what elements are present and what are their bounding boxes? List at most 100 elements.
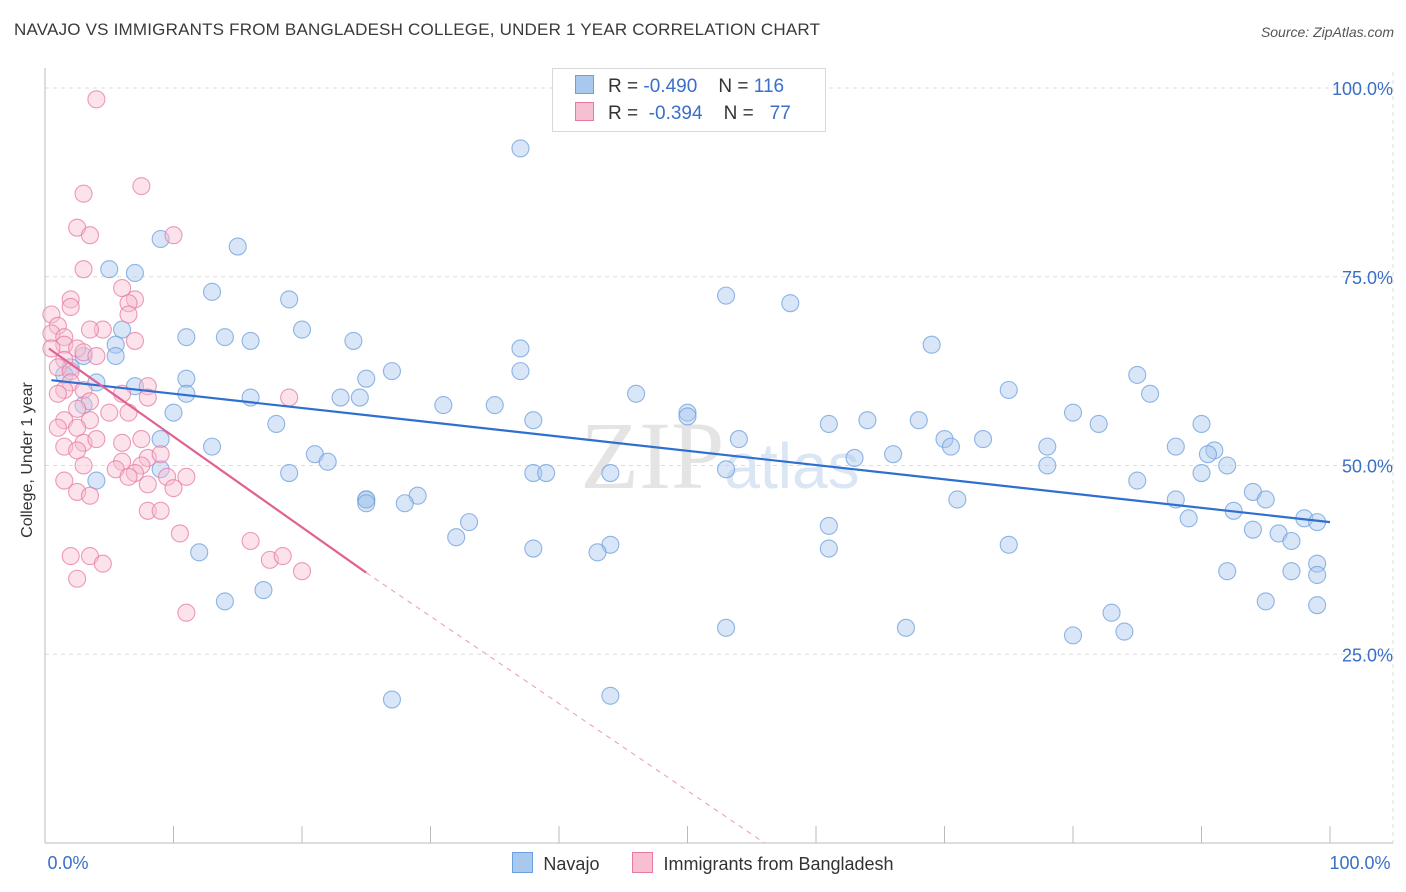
bangladesh-point [158,467,177,486]
bangladesh-point [48,418,67,437]
bangladesh-point [280,388,299,407]
bangladesh-point [138,501,157,520]
bangladesh-point [138,475,157,494]
navajo-point [125,263,144,283]
bangladesh-point [68,441,87,460]
navajo-point [292,320,312,339]
bangladesh-point [113,452,132,471]
bangladesh-point [138,388,157,407]
navajo-point [678,407,697,426]
axes [44,68,1393,844]
navajo-point [203,437,222,456]
r-value-navajo: -0.490 [643,76,698,97]
navajo-point [215,592,234,611]
bangladesh-point [87,90,106,109]
legend-row-bangladesh: R = -0.394 N = 77 [575,102,791,126]
navajo-point [1063,403,1083,422]
bangladesh-point [119,403,138,422]
bangladesh-point [119,305,138,324]
bangladesh-point [48,316,67,335]
navajo-point [1141,384,1160,403]
navajo-point [164,403,183,422]
n-value-bangladesh: 77 [769,103,791,124]
navajo-point [357,490,376,509]
navajo-point [1198,445,1217,464]
navajo-point [678,403,697,422]
bangladesh-point [61,297,80,317]
navajo-point [896,618,916,637]
navajo-point [151,430,170,449]
bangladesh-point [132,177,151,196]
bangladesh-point [68,399,87,418]
bangladesh-point [80,486,100,505]
x-tick-label: 100.0% [1329,853,1390,873]
tick-labels: 25.0% 50.0% 75.0% 100.0% 0.0% 100.0% [47,79,1393,873]
bangladesh-point [177,603,196,622]
bangladesh-point [151,445,170,464]
r-value-bangladesh: -0.394 [648,103,703,124]
bangladesh-point [74,260,93,279]
navajo-point [537,463,556,483]
navajo-point [511,339,530,358]
bangladesh-point [113,433,132,452]
watermark: ZIPatlas [580,402,859,509]
navajo-point [177,369,196,388]
bangladesh-point [87,346,106,366]
navajo-point [1063,626,1083,645]
n-value-navajo: 116 [753,76,785,97]
y-tick-label: 25.0% [1342,645,1393,665]
navajo-point [1115,622,1134,641]
bangladesh-swatch [632,852,654,873]
navajo-point [1308,596,1327,615]
navajo-point [254,581,273,600]
navajo-point [999,535,1018,554]
navajo-point [382,690,402,709]
navajo-point [1218,456,1237,475]
bangladesh-point [87,430,106,449]
bangladesh-point [55,328,74,347]
navajo-point [74,346,93,366]
bangladesh-point [61,547,80,566]
navajo-point [511,362,530,381]
navajo-point [280,290,299,309]
navajo-point [973,430,993,449]
bangladesh-point [61,290,80,309]
bangladesh-trend-extension [365,572,765,844]
navajo-point [781,294,800,313]
navajo-point [318,452,337,471]
navajo-point [177,328,196,347]
series-legend: Navajo Immigrants from Bangladesh [0,852,1406,875]
navajo-point [241,331,260,350]
n-label: N = [718,76,749,97]
navajo-point [1218,562,1237,581]
bangladesh-point [113,279,132,298]
navajo-point [922,335,941,354]
bangladesh-point [170,524,189,543]
navajo-point [909,411,928,430]
bangladesh-point [80,226,100,245]
bangladesh-points [42,90,312,622]
navajo-point [716,618,736,637]
legend-item-navajo: Navajo [512,852,599,875]
navajo-point [1192,463,1211,483]
bangladesh-trend-line [48,347,367,574]
bangladesh-point [93,554,112,573]
y-tick-label: 75.0% [1342,268,1393,288]
x-tick-label: 0.0% [47,853,88,873]
navajo-point [1256,592,1275,611]
navajo-point [331,388,350,407]
legend-label-bangladesh: Immigrants from Bangladesh [663,854,894,874]
y-tick-label: 100.0% [1332,79,1393,99]
navajo-point [1102,603,1121,622]
navajo-point [190,543,209,562]
navajo-point [601,686,620,705]
bangladesh-point [48,384,67,403]
navajo-point [819,539,838,558]
chart-source: Source: ZipAtlas.com [1260,24,1394,40]
navajo-point [395,494,414,513]
navajo-point [1282,531,1301,551]
navajo-point [280,463,299,483]
navajo-point [524,411,543,430]
bangladesh-point [119,467,138,486]
